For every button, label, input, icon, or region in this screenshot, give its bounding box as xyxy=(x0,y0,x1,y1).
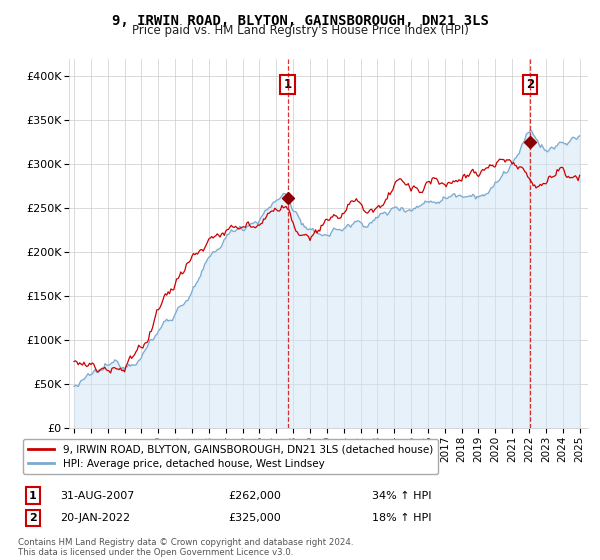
Text: Price paid vs. HM Land Registry's House Price Index (HPI): Price paid vs. HM Land Registry's House … xyxy=(131,24,469,37)
Text: 18% ↑ HPI: 18% ↑ HPI xyxy=(372,513,431,523)
Text: £262,000: £262,000 xyxy=(228,491,281,501)
Text: 1: 1 xyxy=(29,491,37,501)
Text: Contains HM Land Registry data © Crown copyright and database right 2024.
This d: Contains HM Land Registry data © Crown c… xyxy=(18,538,353,557)
Text: £325,000: £325,000 xyxy=(228,513,281,523)
Text: 20-JAN-2022: 20-JAN-2022 xyxy=(60,513,130,523)
Legend: 9, IRWIN ROAD, BLYTON, GAINSBOROUGH, DN21 3LS (detached house), HPI: Average pri: 9, IRWIN ROAD, BLYTON, GAINSBOROUGH, DN2… xyxy=(23,439,438,474)
Text: 31-AUG-2007: 31-AUG-2007 xyxy=(60,491,134,501)
Text: 1: 1 xyxy=(283,78,292,91)
Text: 34% ↑ HPI: 34% ↑ HPI xyxy=(372,491,431,501)
Text: 2: 2 xyxy=(29,513,37,523)
Text: 9, IRWIN ROAD, BLYTON, GAINSBOROUGH, DN21 3LS: 9, IRWIN ROAD, BLYTON, GAINSBOROUGH, DN2… xyxy=(112,14,488,28)
Text: 2: 2 xyxy=(526,78,534,91)
